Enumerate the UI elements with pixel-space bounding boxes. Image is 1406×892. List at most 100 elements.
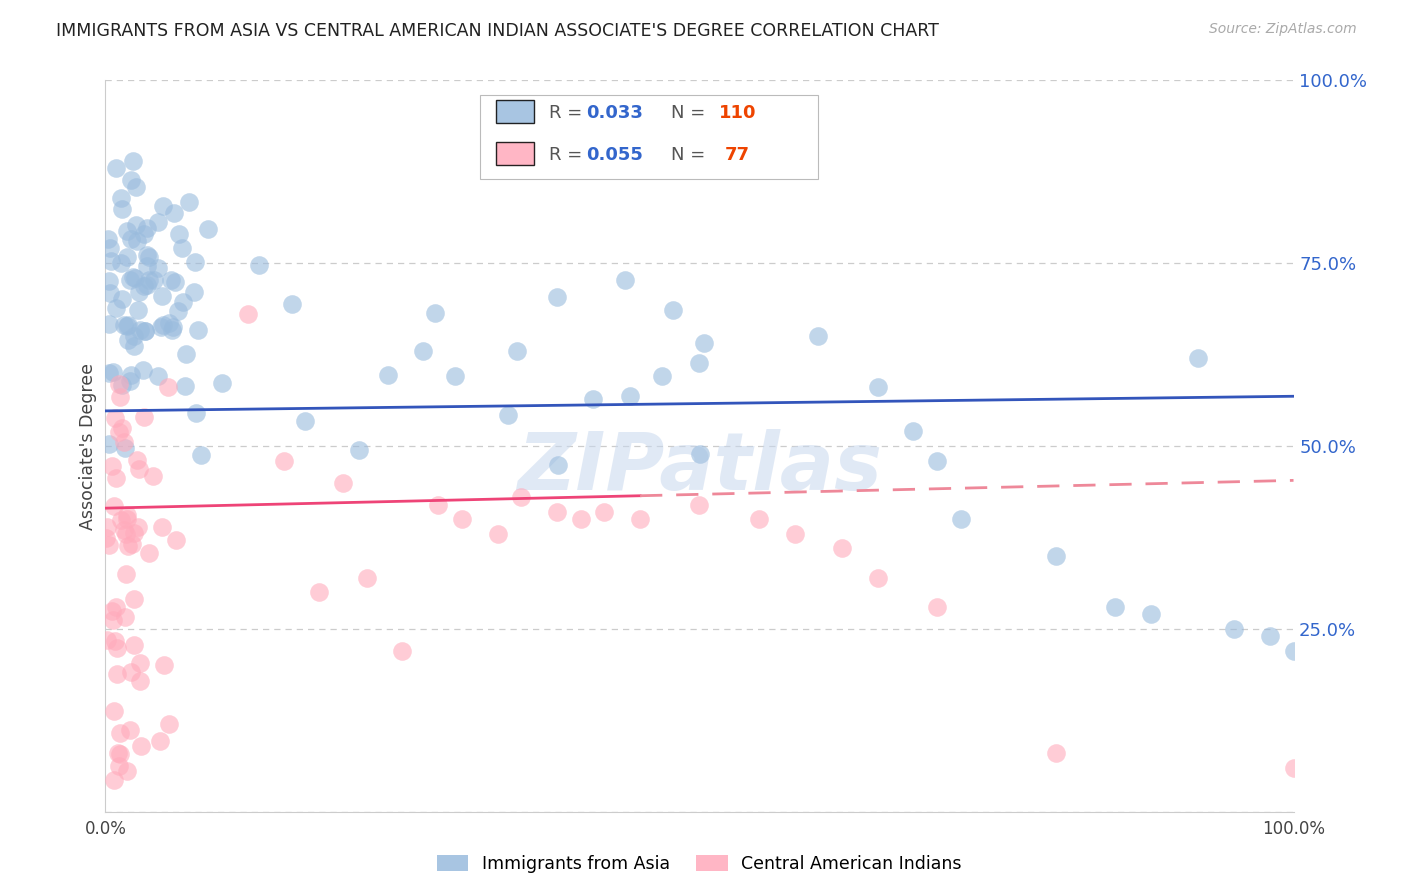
Point: [112, 523, 135, 537]
Point: [103, 704, 125, 718]
Point: [159, 273, 181, 287]
Point: [115, 566, 138, 581]
Point: [114, 441, 136, 455]
Point: [628, 512, 651, 526]
Point: [121, 154, 143, 169]
Point: [104, 411, 127, 425]
Point: [377, 368, 399, 382]
Point: [688, 356, 710, 370]
Point: [117, 511, 139, 525]
Point: [138, 272, 160, 286]
Point: [110, 513, 132, 527]
Point: [120, 665, 142, 680]
Point: [546, 505, 568, 519]
Point: [105, 640, 128, 655]
Text: IMMIGRANTS FROM ASIA VS CENTRAL AMERICAN INDIAN ASSOCIATE'S DEGREE CORRELATION C: IMMIGRANTS FROM ASIA VS CENTRAL AMERICAN…: [56, 22, 939, 40]
Point: [134, 227, 156, 242]
Point: [129, 657, 152, 671]
Point: [619, 389, 641, 403]
Point: [122, 592, 145, 607]
Point: [273, 453, 295, 467]
Text: Source: ZipAtlas.com: Source: ZipAtlas.com: [1209, 22, 1357, 37]
Legend: Immigrants from Asia, Central American Indians: Immigrants from Asia, Central American I…: [430, 848, 969, 880]
Point: [107, 758, 129, 772]
Text: R =: R =: [548, 103, 588, 122]
Point: [98, 285, 121, 300]
Point: [165, 533, 187, 548]
Point: [391, 644, 413, 658]
Point: [925, 453, 948, 467]
Point: [127, 520, 149, 534]
Point: [166, 304, 188, 318]
Point: [443, 369, 465, 384]
Point: [120, 368, 142, 382]
Point: [150, 520, 173, 534]
Point: [98, 241, 121, 255]
Point: [157, 380, 180, 394]
Point: [173, 379, 195, 393]
Point: [152, 199, 174, 213]
Point: [157, 316, 180, 330]
Point: [125, 452, 148, 467]
Point: [117, 539, 139, 553]
Point: [172, 295, 194, 310]
Point: [153, 657, 176, 672]
Point: [122, 269, 145, 284]
Point: [105, 470, 128, 484]
Point: [104, 301, 127, 315]
Point: [138, 250, 160, 264]
Point: [122, 329, 145, 343]
Point: [120, 173, 142, 187]
Point: [689, 498, 711, 512]
Point: [1045, 746, 1067, 760]
Text: R =: R =: [548, 146, 588, 164]
Point: [356, 571, 378, 585]
Point: [114, 610, 136, 624]
Point: [247, 258, 270, 272]
Point: [169, 227, 191, 241]
Text: N =: N =: [671, 103, 711, 122]
Point: [108, 425, 131, 439]
Point: [582, 392, 605, 406]
Point: [134, 324, 156, 338]
Point: [112, 435, 135, 450]
Point: [450, 512, 472, 526]
Point: [294, 414, 316, 428]
Point: [97, 538, 120, 552]
Point: [506, 344, 529, 359]
Text: ZIPatlas: ZIPatlas: [517, 429, 882, 507]
Point: [308, 585, 330, 599]
Point: [115, 224, 138, 238]
Point: [111, 378, 134, 392]
Point: [651, 368, 673, 383]
Point: [689, 446, 711, 460]
Point: [96, 520, 118, 534]
Point: [108, 725, 131, 739]
Point: [97, 366, 120, 380]
Point: [97, 317, 120, 331]
Point: [96, 632, 118, 647]
Point: [97, 232, 120, 246]
Point: [110, 747, 132, 761]
Point: [148, 261, 170, 276]
Point: [807, 329, 830, 343]
Point: [496, 408, 519, 422]
Point: [866, 571, 889, 585]
Point: [97, 274, 120, 288]
Point: [132, 363, 155, 377]
Point: [122, 526, 145, 541]
Point: [103, 613, 125, 627]
Point: [165, 275, 187, 289]
Point: [136, 221, 159, 235]
Point: [104, 161, 127, 176]
Point: [1223, 622, 1246, 636]
Point: [614, 273, 637, 287]
Point: [423, 306, 446, 320]
Point: [117, 250, 139, 264]
Point: [142, 273, 165, 287]
Point: [162, 323, 184, 337]
Point: [103, 499, 125, 513]
Point: [132, 278, 155, 293]
Point: [1140, 607, 1163, 622]
Point: [1282, 761, 1305, 775]
